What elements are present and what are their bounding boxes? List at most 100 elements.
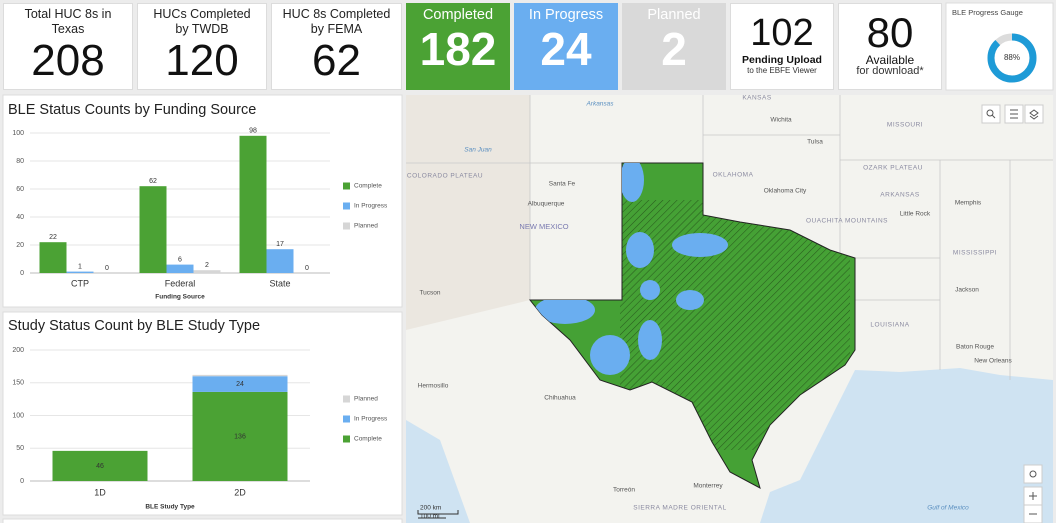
indicator-card: Planned 2 <box>622 3 726 90</box>
y-tick-label: 0 <box>20 478 24 485</box>
indicator-value: 102 <box>750 12 814 54</box>
data-label: 6 <box>178 256 182 263</box>
bar <box>266 249 294 273</box>
y-tick-label: 100 <box>12 130 24 137</box>
map-label: Little Rock <box>900 211 931 218</box>
legend-swatch <box>343 222 350 230</box>
indicator-card: 102 Pending Upload to the EBFE Viewer <box>730 3 834 90</box>
bar <box>66 271 94 273</box>
indicator-title: Planned <box>647 7 701 23</box>
legend-label: Planned <box>354 396 378 403</box>
y-tick-label: 150 <box>12 380 24 387</box>
x-tick-label: 1D <box>94 487 106 497</box>
map-labels: KANSAS Wichita MISSOURI OKLAHOMA Tulsa Oklaho… <box>407 95 1013 520</box>
y-tick-label: 40 <box>16 214 24 221</box>
bar <box>193 270 221 273</box>
data-label: 62 <box>149 178 157 185</box>
map-label: Santa Fe <box>549 181 576 188</box>
indicator-card: Completed 182 <box>406 3 510 90</box>
map-label: OUACHITA MOUNTAINS <box>806 218 888 225</box>
indicator-value: 208 <box>31 36 105 85</box>
map-label: COLORADO PLATEAU <box>407 173 483 180</box>
indicator-title: HUCs Completed by TWDB <box>153 7 251 36</box>
y-tick-label: 100 <box>12 412 24 419</box>
bar <box>166 264 194 273</box>
y-tick-label: 60 <box>16 186 24 193</box>
indicator-title: HUC 8s Completed by FEMA <box>282 7 391 36</box>
legend-swatch <box>343 435 350 443</box>
chart-title: Study Status Count by BLE Study Type <box>8 318 260 334</box>
map-tool-icons <box>986 109 1039 515</box>
bar-segment <box>192 376 288 392</box>
x-tick-label: CTP <box>71 278 89 288</box>
chart-title: BLE Status Counts by Funding Source <box>8 102 256 118</box>
legend-swatch <box>343 182 350 190</box>
gauge-title: BLE Progress Gauge <box>952 8 1023 17</box>
indicator-card: In Progress 24 <box>514 3 618 90</box>
scale-bar <box>417 510 459 519</box>
gauge-label: 88% <box>1004 53 1020 62</box>
legend-label: Complete <box>354 183 382 190</box>
data-label: 1 <box>78 263 82 270</box>
legend-swatch <box>343 415 350 423</box>
map-label: Tulsa <box>807 139 823 146</box>
map-label: KANSAS <box>742 95 772 102</box>
data-label: 0 <box>305 265 309 272</box>
indicator-note: to the EBFE Viewer <box>747 66 817 75</box>
bar <box>139 186 167 273</box>
indicator-value: 62 <box>312 36 361 85</box>
bar-segment <box>52 450 148 481</box>
bar-segment <box>192 391 288 481</box>
map-label: SIERRA MADRE ORIENTAL <box>633 505 726 512</box>
indicator-value: 24 <box>540 23 592 75</box>
map-label: Torreón <box>613 487 635 494</box>
x-axis-title: BLE Study Type <box>145 504 195 511</box>
x-tick-label: 2D <box>234 487 246 497</box>
data-label: 136 <box>234 433 246 440</box>
map-label: Oklahoma City <box>764 188 807 195</box>
map-label: Hermosillo <box>418 383 449 390</box>
bar <box>39 242 67 273</box>
indicator-card: HUCs Completed by TWDB 120 <box>137 3 267 90</box>
map-label: OKLAHOMA <box>713 172 754 179</box>
map-label: MISSISSIPPI <box>953 250 997 257</box>
map-label: Gulf of Mexico <box>927 505 969 512</box>
map-label: Jackson <box>955 287 979 294</box>
gauge-arc <box>987 33 1037 83</box>
legend-label: Complete <box>354 436 382 443</box>
terrain <box>406 95 530 330</box>
map-label: NEW MEXICO <box>519 222 568 231</box>
scale-label: 200 km <box>420 505 441 512</box>
map-label: Wichita <box>770 117 792 124</box>
indicator-card: Total HUC 8s in Texas 208 <box>3 3 133 90</box>
map-label: San Juan <box>464 147 492 154</box>
chart-panel <box>2 94 403 308</box>
legend-label: Planned <box>354 223 378 230</box>
chart-panel <box>2 518 403 523</box>
indicator-value: 120 <box>165 36 239 85</box>
layers-button[interactable] <box>1024 104 1044 124</box>
map-label: Monterrey <box>693 483 723 490</box>
scale-label: 100 mi <box>420 513 440 520</box>
state-borders <box>406 95 1053 380</box>
data-label: 17 <box>276 241 284 248</box>
bar-segment <box>192 374 288 377</box>
indicator-value: 2 <box>661 23 687 75</box>
y-tick-label: 50 <box>16 445 24 452</box>
x-tick-label: State <box>269 278 290 288</box>
map-label: MISSOURI <box>887 122 923 129</box>
indicator-card: 80 Available for download* <box>838 3 942 90</box>
map-label: Chihuahua <box>544 395 576 402</box>
legend-swatch <box>343 395 350 403</box>
map-label: Baton Rouge <box>956 344 994 351</box>
map-label: Memphis <box>955 200 982 207</box>
map-label: Arkansas <box>585 101 614 108</box>
search-button[interactable] <box>981 104 1001 124</box>
y-tick-label: 80 <box>16 158 24 165</box>
x-axis-title: Funding Source <box>155 294 205 301</box>
locate-button[interactable] <box>1023 464 1043 484</box>
indicator-title: Completed <box>422 7 494 23</box>
indicator-value: 80 <box>866 9 914 56</box>
data-label: 46 <box>96 463 104 470</box>
